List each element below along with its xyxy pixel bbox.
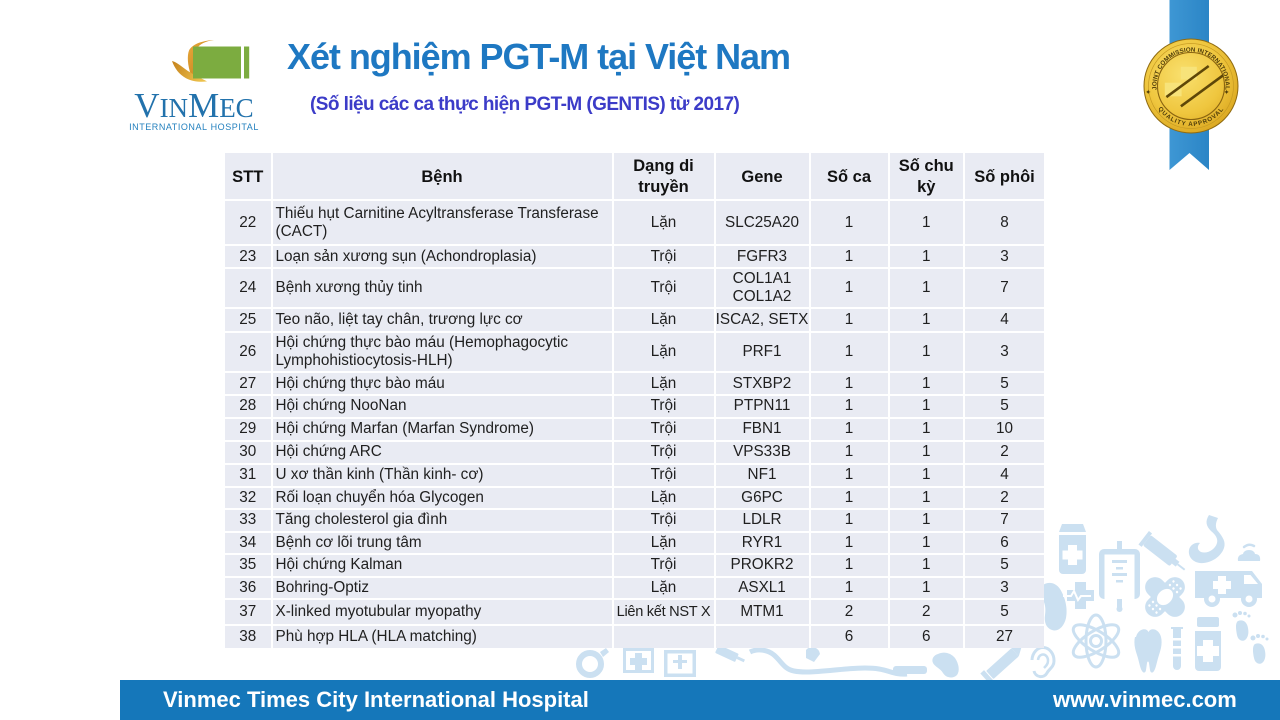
svg-text:✦: ✦ — [1224, 89, 1230, 97]
svg-text:✦: ✦ — [1145, 89, 1151, 97]
